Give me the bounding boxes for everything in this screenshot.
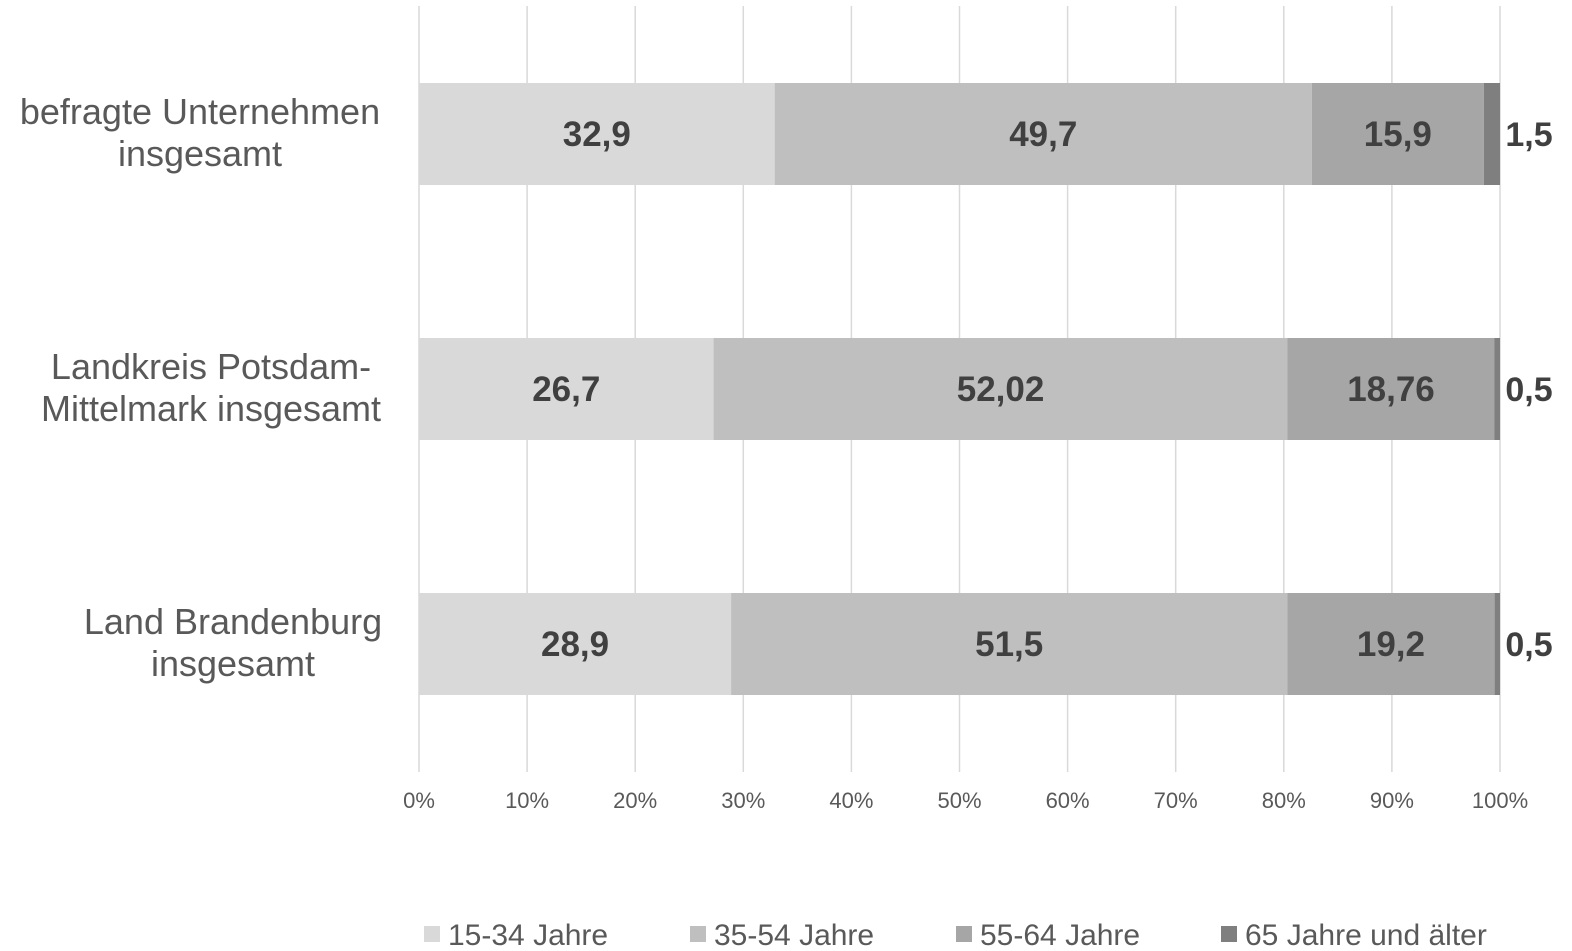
category-label-line: insgesamt: [118, 133, 282, 174]
bar-segment: [1495, 593, 1500, 695]
data-label: 19,2: [1357, 625, 1425, 664]
x-tick-label: 90%: [1370, 788, 1414, 813]
data-label: 0,5: [1505, 371, 1552, 409]
legend-label: 35-54 Jahre: [714, 919, 874, 951]
category-label: Landkreis Potsdam-Mittelmark insgesamt: [41, 346, 381, 429]
data-label: 18,76: [1347, 370, 1435, 409]
data-label: 49,7: [1009, 115, 1077, 154]
x-tick-label: 10%: [505, 788, 549, 813]
data-label: 28,9: [541, 625, 609, 664]
category-label: befragte Unternehmen insgesamt: [20, 91, 380, 174]
x-tick-label: 50%: [937, 788, 981, 813]
x-tick-label: 0%: [403, 788, 435, 813]
x-tick-label: 80%: [1262, 788, 1306, 813]
data-label: 1,5: [1505, 116, 1552, 154]
x-tick-label: 70%: [1154, 788, 1198, 813]
category-label-line: Mittelmark insgesamt: [41, 388, 381, 429]
data-label: 51,5: [975, 625, 1043, 664]
bar-segment: [1484, 83, 1500, 185]
x-tick-label: 20%: [613, 788, 657, 813]
legend-swatch: [424, 926, 440, 942]
data-label: 32,9: [563, 115, 631, 154]
category-label-line: Land Brandenburg: [84, 601, 382, 642]
data-label: 52,02: [957, 370, 1045, 409]
legend-swatch: [956, 926, 972, 942]
legend-label: 65 Jahre und älter: [1245, 919, 1487, 951]
x-tick-label: 30%: [721, 788, 765, 813]
legend-label: 55-64 Jahre: [980, 919, 1140, 951]
data-label: 15,9: [1364, 115, 1432, 154]
bar-segment: [1494, 338, 1500, 440]
data-label: 0,5: [1505, 626, 1552, 664]
legend-swatch: [1221, 926, 1237, 942]
category-label: Land Brandenburg insgesamt: [84, 601, 382, 684]
data-label: 26,7: [532, 370, 600, 409]
category-label-line: Landkreis Potsdam-: [51, 346, 371, 387]
legend-label: 15-34 Jahre: [448, 919, 608, 951]
x-tick-label: 100%: [1472, 788, 1528, 813]
legend-swatch: [690, 926, 706, 942]
category-label-line: insgesamt: [151, 643, 315, 684]
x-tick-label: 40%: [829, 788, 873, 813]
category-label-line: befragte Unternehmen: [20, 91, 380, 132]
x-tick-label: 60%: [1046, 788, 1090, 813]
